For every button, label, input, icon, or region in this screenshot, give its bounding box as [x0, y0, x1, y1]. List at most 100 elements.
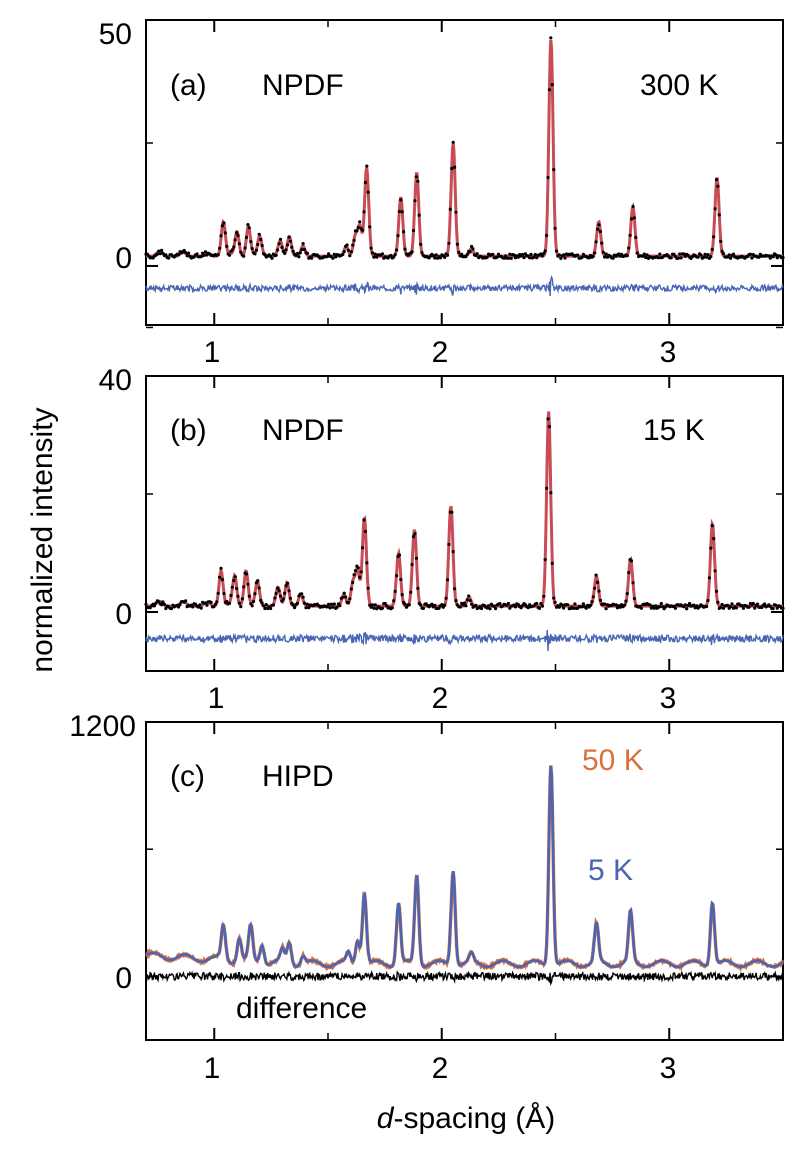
panel-a-observed-point: [696, 255, 700, 259]
panel-a-observed-point: [703, 252, 707, 256]
panel-a-observed-point: [396, 234, 400, 238]
panel-b-observed-point: [421, 606, 425, 611]
panel-b-observed-point: [591, 595, 595, 599]
panel-a-observed-point: [243, 246, 247, 250]
panel-b-observed-point: [444, 596, 448, 600]
panel-b-observed-point: [273, 596, 277, 600]
panel-a-observed-point: [420, 251, 424, 255]
panel-a-observed-point: [167, 256, 171, 260]
panel-b-observed-point: [597, 589, 601, 593]
panel-b-observed-point: [237, 601, 241, 605]
panel-a-observed-point: [236, 233, 240, 238]
panel-a-observed-point: [550, 83, 554, 87]
panel-b-observed-point: [648, 603, 652, 607]
panel-a-observed-point: [522, 256, 526, 260]
panel-a-observed-point: [290, 245, 294, 249]
panel-b-observed-point: [328, 606, 332, 610]
panel-a-observed-point: [403, 247, 407, 251]
panel-a-observed-point: [676, 256, 680, 260]
panel-c-50k-curve: [145, 765, 784, 973]
panel-c-5k-curve: [145, 765, 784, 969]
panel-a-observed-point: [540, 254, 545, 258]
panel-a-observed-point: [302, 248, 307, 252]
panel-a-observed-point: [509, 256, 513, 260]
panel-a-observed-point: [434, 253, 438, 257]
panel-a-observed-point: [453, 165, 457, 169]
panel-b-observed-point: [730, 602, 734, 606]
panel-a-observed-point: [291, 249, 295, 253]
panel-a-observed-point: [363, 180, 367, 185]
panel-a-observed-point: [593, 251, 597, 255]
panel-a-observed-point: [342, 250, 346, 254]
panel-b-observed-point: [356, 566, 360, 570]
panel-a-observed-point: [454, 210, 458, 214]
panel-a-observed-point: [727, 253, 731, 257]
panel-a-observed-point: [528, 256, 532, 260]
panel-b-observed-point: [363, 529, 367, 534]
panel-a-observed-point: [158, 252, 162, 256]
panel-b-observed-point: [393, 589, 397, 594]
panel-b-observed-point: [242, 585, 246, 589]
panel-b-observed-point: [220, 578, 224, 582]
panel-b-observed-point: [751, 601, 755, 606]
panel-b-observed-point: [209, 600, 213, 605]
panel-a-observed-point: [239, 250, 243, 254]
panel-a-observed-point: [706, 253, 710, 257]
panel-a-observed-point: [411, 229, 416, 233]
panel-a-observed-point: [546, 175, 550, 180]
panel-b-observed-point: [453, 587, 457, 591]
panel-b-observed-point: [395, 574, 399, 578]
panel-b-observed-point: [271, 603, 275, 607]
panel-b-observed-point: [513, 605, 518, 609]
panel-b-observed-point: [161, 600, 165, 604]
panel-b-observed-point: [467, 594, 471, 598]
panel-a-observed-point: [611, 256, 615, 260]
panel-b-ytick-zero: 0: [115, 598, 132, 631]
panel-b-observed-point: [283, 591, 287, 595]
panel-b-observed-point: [198, 603, 202, 607]
panel-a-observed-point: [164, 253, 168, 257]
panel-c-instrument: HIPD: [262, 760, 334, 793]
panel-a-observed-point: [346, 248, 350, 252]
panel-a-observed-point: [250, 247, 254, 251]
panel-b-plot: [144, 375, 785, 672]
panel-b-observed-point: [144, 602, 148, 606]
panel-a-observed-point: [750, 256, 754, 260]
panel-a-observed-point: [380, 252, 384, 256]
panel-a-observed-point: [705, 255, 709, 259]
panel-a-observed-point: [464, 255, 468, 259]
panel-b-observed-point: [688, 601, 692, 606]
panel-b-observed-points: [144, 417, 785, 611]
panel-b-observed-point: [594, 573, 598, 577]
panel-b-observed-point: [240, 597, 244, 601]
panel-a-observed-point: [594, 240, 598, 244]
panel-b-observed-point: [580, 605, 584, 609]
panel-b-observed-point: [212, 605, 216, 609]
panel-b-observed-point: [705, 604, 709, 609]
panel-b-observed-point: [269, 606, 273, 611]
panel-a-observed-point: [362, 210, 366, 214]
panel-a-observed-point: [508, 252, 512, 256]
panel-a-observed-point: [222, 221, 226, 225]
panel-b-observed-point: [227, 601, 232, 605]
panel-a-observed-point: [373, 252, 377, 256]
panel-a-observed-point: [713, 207, 717, 211]
panel-a-observed-point: [370, 251, 375, 255]
panel-a-observed-point: [631, 204, 635, 209]
panel-a-observed-point: [532, 255, 536, 259]
panel-b-frame: [145, 375, 784, 672]
panel-a-observed-point: [557, 253, 561, 257]
panel-b-observed-point: [276, 586, 280, 590]
panel-a-observed-point: [203, 250, 208, 254]
panel-b-observed-point: [542, 594, 546, 598]
panel-a-observed-point: [678, 252, 682, 256]
panel-a-observed-point: [542, 251, 546, 255]
panel-b-observed-point: [416, 586, 420, 591]
panel-b-observed-point: [177, 605, 181, 609]
panel-b-observed-point: [560, 603, 564, 607]
panel-c: (c) HIPD 50 K 5 K difference 1200 0 1 2 …: [69, 710, 784, 1085]
panel-a-observed-point: [356, 225, 360, 230]
panel-a-observed-point: [495, 255, 499, 259]
panel-b-observed-point: [263, 606, 267, 611]
